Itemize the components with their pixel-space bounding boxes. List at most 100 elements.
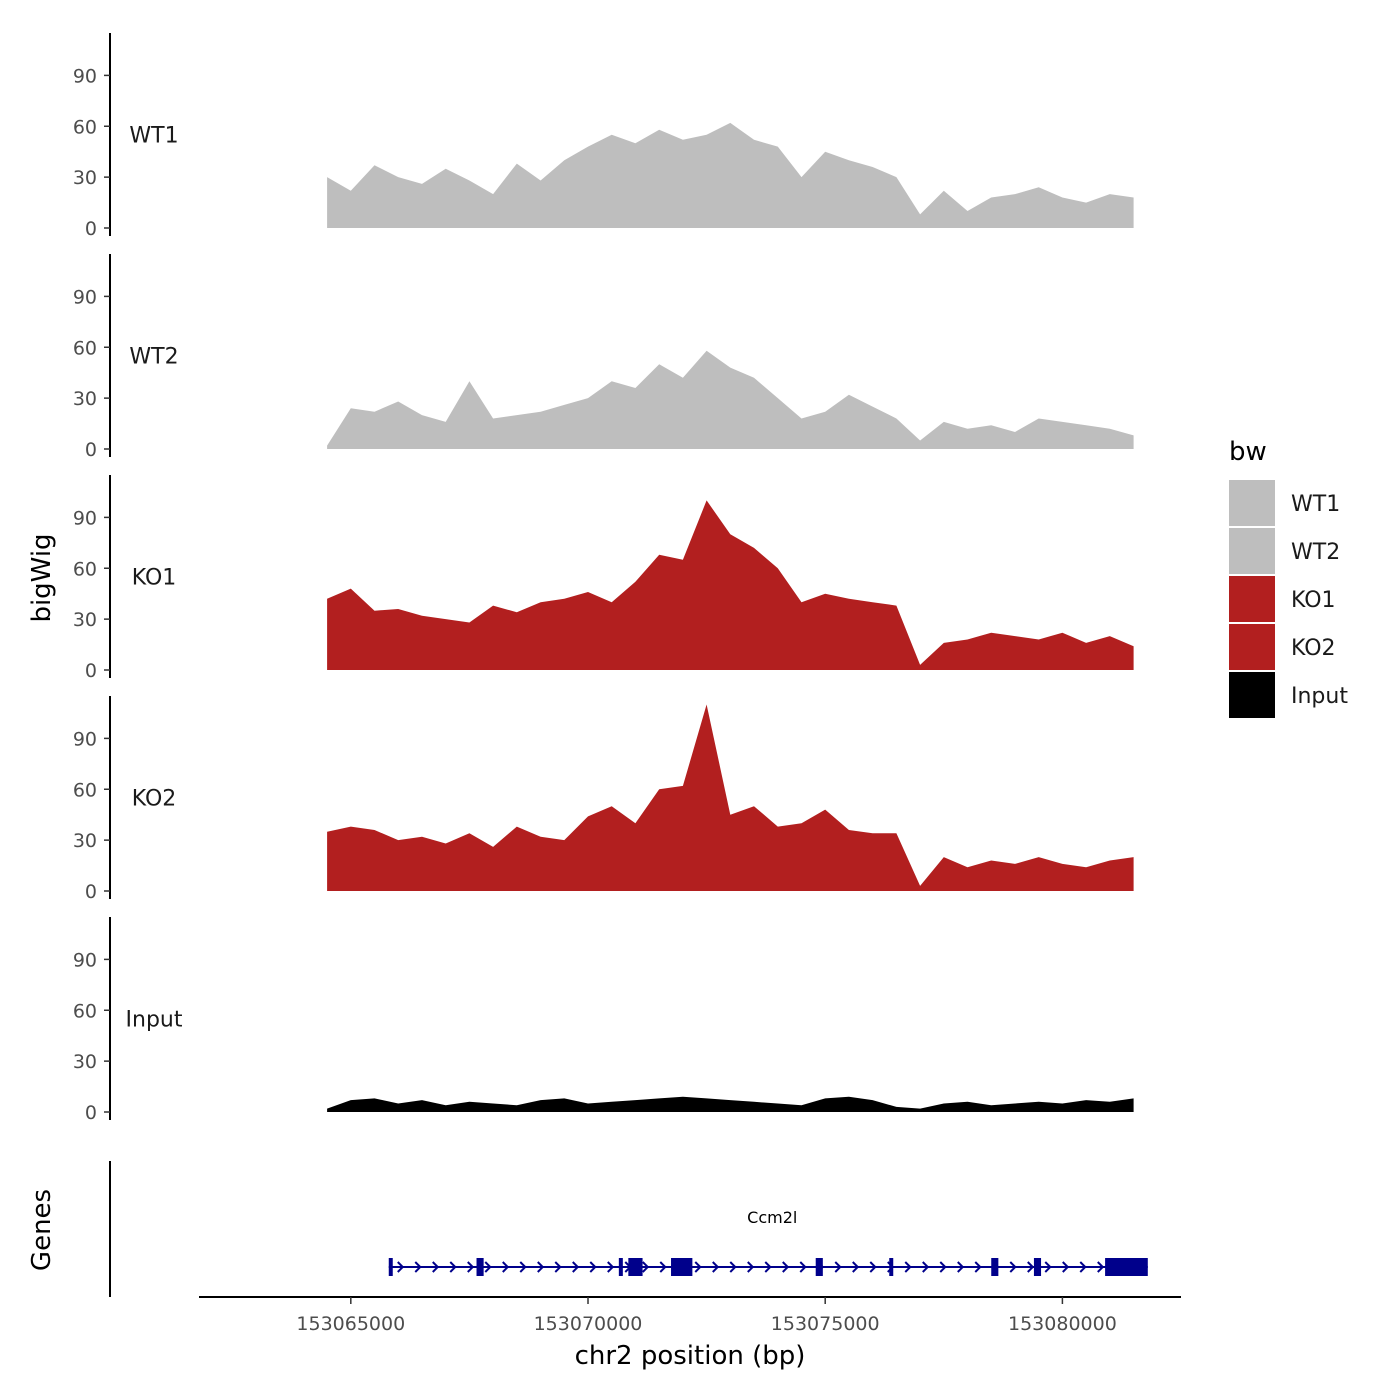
track-panel-ko1: 0 30 60 90 KO1 <box>73 475 1134 682</box>
legend-swatch <box>1229 528 1275 574</box>
legend-swatch <box>1229 672 1275 718</box>
strand-arrow <box>694 1261 702 1273</box>
strand-arrow <box>974 1261 982 1273</box>
coverage-area-ko2 <box>327 704 1134 891</box>
strand-arrow <box>397 1261 405 1273</box>
exon <box>1033 1258 1042 1276</box>
strand-arrow <box>1097 1261 1105 1273</box>
x-axis: 153065000 153070000 153075000 153080000 <box>199 1296 1181 1335</box>
strand-arrow <box>712 1261 720 1273</box>
track-panel-ko2: 0 30 60 90 KO2 <box>73 696 1134 903</box>
exon <box>815 1258 823 1276</box>
strand-arrow <box>1027 1261 1035 1273</box>
strand-arrow <box>642 1261 650 1273</box>
strand-arrow <box>869 1261 877 1273</box>
coverage-tracks: 0 30 60 90 WT1 0 30 60 90 WT2 0 30 60 90 KO1 0 30 60 90 KO2… <box>73 33 1134 1124</box>
y-tick-label: 0 <box>85 439 97 461</box>
gene-name-label: Ccm2l <box>747 1208 797 1227</box>
legend-swatch <box>1229 480 1275 526</box>
strand-arrow <box>502 1261 510 1273</box>
y-tick-label: 90 <box>73 286 97 308</box>
y-tick-label: 30 <box>73 1051 97 1073</box>
legend-label: KO2 <box>1291 636 1336 661</box>
strand-arrow <box>554 1261 562 1273</box>
track-panel-wt2: 0 30 60 90 WT2 <box>73 254 1134 461</box>
track-panel-wt1: 0 30 60 90 WT1 <box>73 33 1134 240</box>
legend-label: WT1 <box>1291 492 1340 517</box>
track-label: KO2 <box>132 787 177 812</box>
gene-track-title: Genes <box>27 1189 57 1271</box>
x-tick-label: 153070000 <box>534 1313 643 1335</box>
coverage-area-wt2 <box>327 350 1134 449</box>
legend-item-wt2: WT2 <box>1229 528 1340 574</box>
y-tick-label: 90 <box>73 728 97 750</box>
legend-item-ko2: KO2 <box>1229 624 1336 670</box>
y-tick-label: 30 <box>73 388 97 410</box>
strand-arrow <box>414 1261 422 1273</box>
strand-arrow <box>957 1261 965 1273</box>
y-tick-label: 0 <box>85 218 97 240</box>
y-tick-label: 0 <box>85 660 97 682</box>
legend-item-input: Input <box>1229 672 1348 718</box>
strand-arrow <box>537 1261 545 1273</box>
y-tick-label: 60 <box>73 1000 97 1022</box>
strand-arrow <box>782 1261 790 1273</box>
gene-track: Ccm2l <box>109 1161 1148 1297</box>
legend-item-wt1: WT1 <box>1229 480 1340 526</box>
strand-arrow <box>484 1261 492 1273</box>
strand-arrow <box>1009 1261 1017 1273</box>
legend-item-ko1: KO1 <box>1229 576 1336 622</box>
legend: bw WT1 WT2 KO1 KO2 Input <box>1229 437 1348 718</box>
strand-arrow <box>1044 1261 1052 1273</box>
coverage-area-wt1 <box>327 122 1134 228</box>
exon <box>388 1258 393 1276</box>
legend-swatch <box>1229 576 1275 622</box>
strand-arrow <box>467 1261 475 1273</box>
strand-arrow <box>747 1261 755 1273</box>
x-axis-title: chr2 position (bp) <box>575 1341 806 1371</box>
exon <box>476 1258 484 1276</box>
legend-label: KO1 <box>1291 588 1336 613</box>
y-tick-label: 90 <box>73 949 97 971</box>
strand-arrow <box>852 1261 860 1273</box>
y-tick-label: 60 <box>73 779 97 801</box>
track-panel-input: 0 30 60 90 Input <box>73 917 1134 1124</box>
strand-arrow <box>1079 1261 1087 1273</box>
strand-arrow <box>519 1261 527 1273</box>
x-tick-label: 153075000 <box>771 1313 880 1335</box>
strand-arrow <box>432 1261 440 1273</box>
strand-arrow <box>939 1261 947 1273</box>
strand-arrow <box>729 1261 737 1273</box>
legend-title: bw <box>1229 437 1267 467</box>
strand-arrow <box>572 1261 580 1273</box>
y-tick-label: 60 <box>73 558 97 580</box>
y-tick-label: 60 <box>73 116 97 138</box>
exon <box>618 1258 623 1276</box>
exon <box>889 1258 894 1276</box>
y-tick-label: 30 <box>73 167 97 189</box>
strand-arrow <box>607 1261 615 1273</box>
track-label: Input <box>126 1008 183 1033</box>
track-label: WT1 <box>129 124 178 149</box>
strand-arrow <box>922 1261 930 1273</box>
strand-arrow <box>589 1261 597 1273</box>
coverage-area-input <box>327 1096 1134 1112</box>
x-tick-label: 153065000 <box>296 1313 405 1335</box>
track-label: WT2 <box>129 345 178 370</box>
strand-arrow <box>799 1261 807 1273</box>
exon <box>991 1258 999 1276</box>
exon <box>1105 1258 1148 1276</box>
exon <box>628 1258 643 1276</box>
strand-arrow <box>904 1261 912 1273</box>
y-tick-label: 0 <box>85 1102 97 1124</box>
coverage-area-ko1 <box>327 500 1134 670</box>
y-tick-label: 90 <box>73 65 97 87</box>
strand-arrow <box>659 1261 667 1273</box>
y-tick-label: 30 <box>73 830 97 852</box>
strand-arrow <box>764 1261 772 1273</box>
strand-arrow <box>834 1261 842 1273</box>
y-tick-label: 30 <box>73 609 97 631</box>
y-tick-label: 0 <box>85 881 97 903</box>
